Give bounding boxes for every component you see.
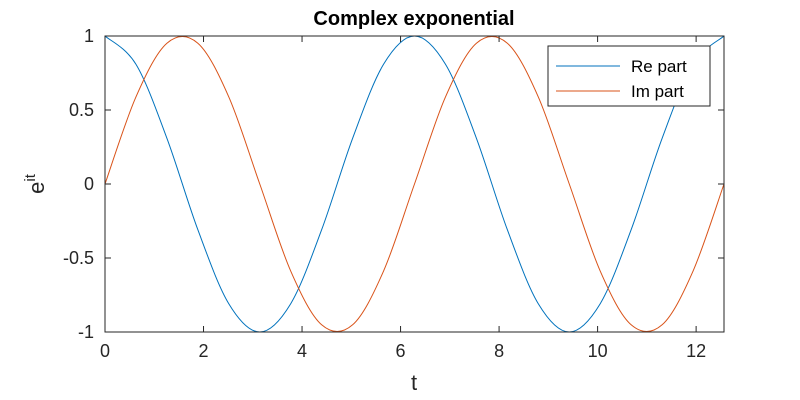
y-axis-label-superscript: it: [22, 173, 39, 181]
svg-text:eit: eit: [22, 173, 49, 194]
x-tick-label: 0: [100, 341, 110, 361]
y-tick-label: -1: [78, 322, 94, 342]
y-tick-label: -0.5: [63, 248, 94, 268]
x-axis-label: t: [411, 370, 417, 395]
chart-title: Complex exponential: [313, 8, 514, 30]
y-axis-label-base: e: [24, 182, 49, 194]
legend-label-im: Im part: [631, 82, 684, 101]
legend-box: [547, 45, 711, 107]
y-axis: -1 -0.5 0 0.5 1: [63, 26, 724, 342]
x-tick-label: 4: [297, 341, 307, 361]
x-tick-label: 2: [199, 341, 209, 361]
x-tick-label: 8: [494, 341, 504, 361]
y-tick-label: 1: [84, 26, 94, 46]
legend: Re part Im part: [547, 45, 711, 107]
x-axis: 0 2 4 6 8 10 12: [100, 36, 706, 361]
y-axis-label: eit: [22, 173, 49, 194]
y-tick-label: 0: [84, 174, 94, 194]
series-line-im: [104, 36, 725, 332]
x-tick-label: 12: [686, 341, 706, 361]
x-tick-label: 10: [588, 341, 608, 361]
legend-label-re: Re part: [631, 57, 687, 76]
y-tick-label: 0.5: [69, 100, 94, 120]
x-tick-label: 6: [396, 341, 406, 361]
